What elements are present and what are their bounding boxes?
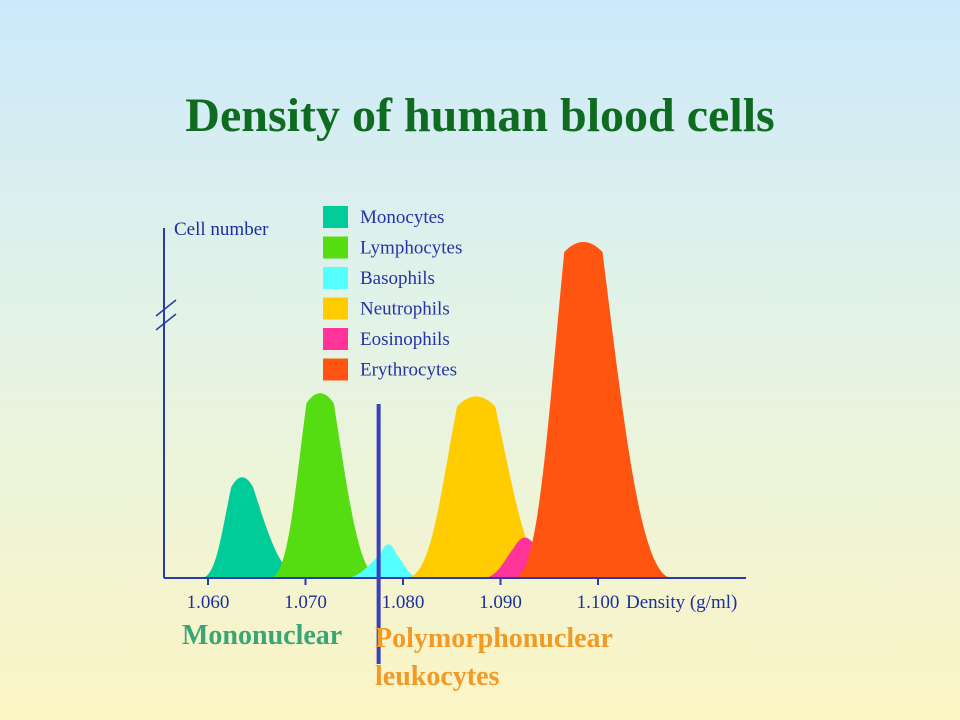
legend-label-eosinophils: Eosinophils xyxy=(360,329,450,350)
curve-neutrophils xyxy=(407,396,555,578)
legend: Monocytes Lymphocytes Basophils Neutrophils… xyxy=(323,206,462,381)
legend-swatch-neutrophils xyxy=(323,297,348,320)
y-axis-label: Cell number xyxy=(174,219,269,240)
x-ticks: 1.060 1.070 1.080 1.090 1.100 xyxy=(187,578,620,613)
polymorphonuclear-label-line1: Polymorphonuclear xyxy=(375,623,613,654)
mononuclear-label: Mononuclear xyxy=(182,620,343,651)
chart-title: Density of human blood cells xyxy=(185,89,775,142)
legend-label-lymphocytes: Lymphocytes xyxy=(360,238,462,259)
x-tick-label: 1.080 xyxy=(382,592,425,613)
curve-erythrocytes xyxy=(515,242,672,578)
distribution-curves xyxy=(203,242,672,578)
curve-basophils xyxy=(349,544,418,578)
legend-swatch-lymphocytes xyxy=(323,236,348,259)
x-tick-label: 1.090 xyxy=(479,592,522,613)
x-axis-label: Density (g/ml) xyxy=(626,592,737,613)
curve-monocytes xyxy=(203,477,301,578)
legend-swatch-basophils xyxy=(323,267,348,289)
legend-swatch-erythrocytes xyxy=(323,358,348,381)
polymorphonuclear-label: Polymorphonuclear leukocytes xyxy=(375,620,613,696)
x-tick-label: 1.060 xyxy=(187,592,230,613)
y-axis-break-mark-1 xyxy=(155,299,177,317)
polymorphonuclear-label-line2: leukocytes xyxy=(375,661,500,692)
y-axis-break-mark-2 xyxy=(155,313,177,331)
axes: Cell number Density (g/ml) xyxy=(155,219,746,613)
legend-label-neutrophils: Neutrophils xyxy=(360,299,450,320)
x-tick-label: 1.100 xyxy=(577,592,620,613)
curve-lymphocytes xyxy=(271,393,379,578)
legend-label-monocytes: Monocytes xyxy=(360,207,444,228)
x-tick-label: 1.070 xyxy=(284,592,327,613)
legend-label-basophils: Basophils xyxy=(360,268,435,289)
legend-label-erythrocytes: Erythrocytes xyxy=(360,360,457,381)
legend-swatch-eosinophils xyxy=(323,328,348,350)
legend-swatch-monocytes xyxy=(323,206,348,228)
